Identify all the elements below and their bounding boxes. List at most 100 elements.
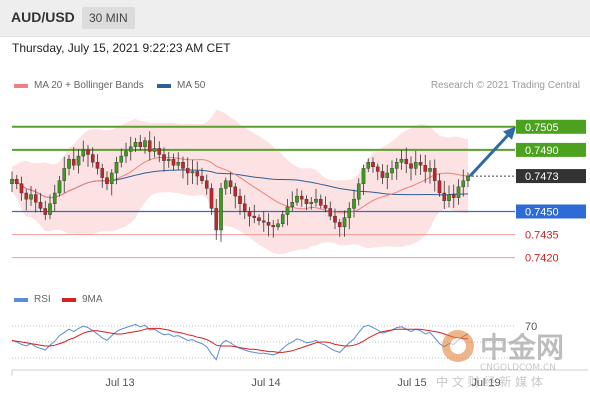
candle-body [62, 168, 67, 181]
candle-body [418, 162, 423, 166]
time-label-jul-19: Jul 19 [471, 377, 500, 389]
candle-body [185, 168, 190, 174]
rsi-ma9-line [11, 327, 468, 353]
candle-body [233, 186, 238, 197]
candle-body [143, 140, 147, 148]
candle-body [10, 178, 14, 184]
candle-body [456, 186, 461, 198]
candle-body [394, 162, 399, 169]
candle-body [67, 158, 71, 169]
candle-body [342, 217, 347, 228]
candle-body [266, 222, 271, 226]
rsi-panel: 70 [11, 321, 537, 361]
rsi-level-label: 70 [525, 321, 537, 333]
candle-body [295, 195, 299, 203]
forecast-arrow [468, 126, 517, 178]
ma50-swatch [157, 83, 171, 88]
level-label-0.7490: 0.7490 [525, 145, 559, 157]
ma9-swatch [62, 297, 76, 302]
level-label-0.7435: 0.7435 [525, 230, 559, 242]
level-label-0.7450: 0.7450 [525, 206, 559, 218]
candle-body [204, 180, 209, 189]
level-box-0.7473 [516, 169, 586, 184]
candle-body [162, 154, 166, 161]
candle-body [447, 194, 451, 201]
watermark-sub: CNGOLDCOM.CN [480, 363, 556, 373]
level-box-0.7490 [516, 142, 586, 157]
candle-body [242, 203, 247, 212]
level-box-0.7450 [516, 204, 586, 219]
legend-ma20: MA 20 + Bollinger Bands [14, 80, 144, 91]
candle-body [323, 205, 328, 209]
ma20-line [11, 156, 469, 214]
candle-body [318, 198, 323, 206]
legend-9ma: 9MA [62, 294, 103, 305]
candle-body [290, 202, 295, 208]
candle-body [304, 198, 309, 204]
bollinger-band-fill [12, 109, 468, 255]
legend-ma50-label: MA 50 [177, 80, 206, 91]
candle-body [124, 151, 128, 157]
time-label-jul-14: Jul 14 [251, 377, 280, 389]
candle-body [152, 148, 157, 152]
candle-body [105, 177, 109, 184]
watermark-logo: 中金网 CNGOLDCOM.CN 中 文 财 经 新 媒 体 [436, 324, 586, 394]
timeframe-badge[interactable]: 30 MIN [82, 7, 135, 29]
research-credit: Research © 2021 Trading Central [430, 80, 580, 91]
chart-datetime: Thursday, July 15, 2021 9:22:23 AM CET [12, 41, 231, 55]
legend-ma20-label: MA 20 + Bollinger Bands [34, 80, 144, 91]
legend-rsi-label: RSI [34, 294, 51, 305]
forecast-arrow-head [503, 126, 517, 140]
candle-body [361, 168, 366, 184]
candles [10, 131, 470, 242]
candle-body [437, 180, 442, 194]
candle-body [333, 215, 337, 223]
candle-body [76, 155, 81, 166]
candle-body [252, 215, 257, 218]
candle-body [128, 146, 133, 152]
candle-body [157, 148, 162, 155]
candle-body [347, 208, 352, 218]
currency-pair: AUD/USD [11, 9, 75, 25]
candle-body [390, 168, 394, 174]
time-label-jul-13: Jul 13 [105, 377, 134, 389]
candle-body [413, 162, 418, 169]
candle-body [404, 158, 409, 164]
level-label-0.7420: 0.7420 [525, 253, 559, 265]
legend-9ma-label: 9MA [82, 294, 103, 305]
candle-body [81, 149, 86, 157]
candle-body [328, 208, 333, 217]
candle-body [314, 198, 318, 203]
candle-body [423, 165, 428, 172]
candle-body [461, 180, 466, 188]
candle-body [147, 140, 152, 152]
level-label-0.7473: 0.7473 [525, 171, 559, 183]
legend-ma50: MA 50 [157, 80, 205, 91]
candle-body [214, 208, 219, 231]
candle-body [200, 175, 204, 181]
bollinger-band [12, 109, 468, 255]
candle-body [114, 162, 119, 174]
candle-body [138, 141, 143, 148]
watermark-logo-graphic: 中金网 CNGOLDCOM.CN 中 文 财 经 新 媒 体 [436, 330, 564, 389]
watermark-tagline: 中 文 财 经 新 媒 体 [436, 374, 543, 389]
candle-body [19, 183, 24, 194]
candle-body [257, 217, 261, 221]
watermark-title: 中金网 [480, 331, 564, 364]
chart-header: AUD/USD 30 MIN [0, 0, 590, 37]
candle-body [375, 166, 380, 172]
candle-body [380, 171, 385, 178]
candle-body [33, 194, 38, 203]
candle-body [228, 180, 233, 188]
logo-inner [450, 338, 466, 354]
candle-body [261, 220, 266, 223]
candle-body [119, 155, 124, 163]
candle-body [57, 180, 62, 194]
candle-body [223, 180, 228, 189]
candle-body [195, 171, 200, 177]
candle-body [409, 163, 413, 169]
candle-body [299, 195, 304, 200]
candle-body [166, 158, 171, 161]
rsi-swatch [14, 297, 28, 302]
candle-body [181, 162, 185, 169]
